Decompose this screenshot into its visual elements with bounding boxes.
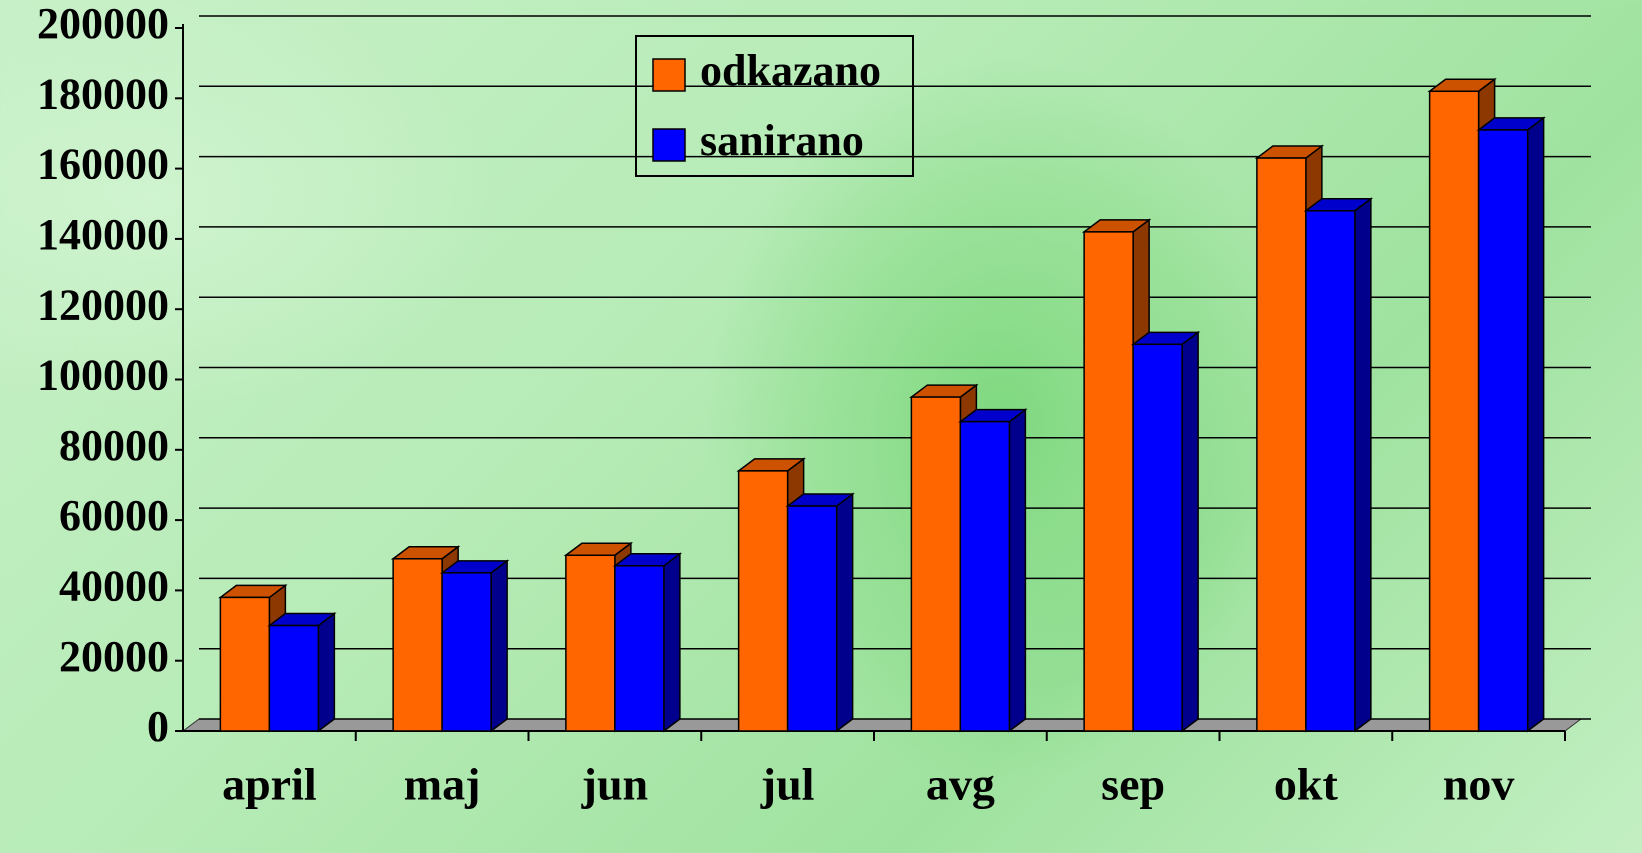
bar-side <box>318 614 334 731</box>
x-tick-label: maj <box>404 759 481 810</box>
y-tick-label: 0 <box>147 702 169 751</box>
bar <box>1084 232 1133 731</box>
bar-side <box>491 561 507 731</box>
bar-side <box>664 554 680 731</box>
legend: odkazano sanirano <box>636 36 913 176</box>
legend-label: sanirano <box>700 116 864 165</box>
x-tick-label: april <box>222 759 317 810</box>
y-tick-label: 60000 <box>59 491 169 540</box>
x-tick-label: sep <box>1101 759 1165 810</box>
bar-side <box>837 494 853 731</box>
y-tick-label: 180000 <box>37 69 169 118</box>
x-tick-label: jul <box>760 759 815 810</box>
y-tick-label: 140000 <box>37 210 169 259</box>
bar <box>220 597 269 731</box>
x-tick-label: nov <box>1443 759 1515 810</box>
bar-side <box>1355 199 1371 731</box>
bar <box>393 559 442 731</box>
bar <box>566 555 615 731</box>
bar <box>911 397 960 731</box>
chart: 0 20000 40000 60000 80000 100000 120000 140000 1… <box>0 0 1642 853</box>
y-tick-label: 80000 <box>59 421 169 470</box>
bar <box>1430 91 1479 731</box>
x-tick-label: jun <box>581 759 648 810</box>
bar <box>1133 344 1182 731</box>
legend-swatch <box>653 59 685 91</box>
x-tick-label: okt <box>1274 759 1339 810</box>
bar <box>269 626 318 731</box>
bar-side <box>1528 118 1544 731</box>
legend-swatch <box>653 129 685 161</box>
bar <box>1306 211 1355 731</box>
y-tick-label: 120000 <box>37 280 169 329</box>
y-tick-label: 20000 <box>59 632 169 681</box>
bar <box>1257 158 1306 731</box>
bar <box>788 506 837 731</box>
bar <box>739 471 788 731</box>
x-tick-label: avg <box>926 759 995 810</box>
bar <box>1479 130 1528 731</box>
bar <box>615 566 664 731</box>
bar <box>960 422 1009 731</box>
page: 0 20000 40000 60000 80000 100000 120000 140000 1… <box>0 0 1642 853</box>
bar-side <box>1009 410 1025 731</box>
y-tick-label: 160000 <box>37 140 169 189</box>
bar <box>442 573 491 731</box>
y-tick-label: 200000 <box>37 0 169 48</box>
legend-label: odkazano <box>700 46 881 95</box>
y-tick-label: 40000 <box>59 561 169 610</box>
y-tick-label: 100000 <box>37 351 169 400</box>
bar-side <box>1182 332 1198 731</box>
